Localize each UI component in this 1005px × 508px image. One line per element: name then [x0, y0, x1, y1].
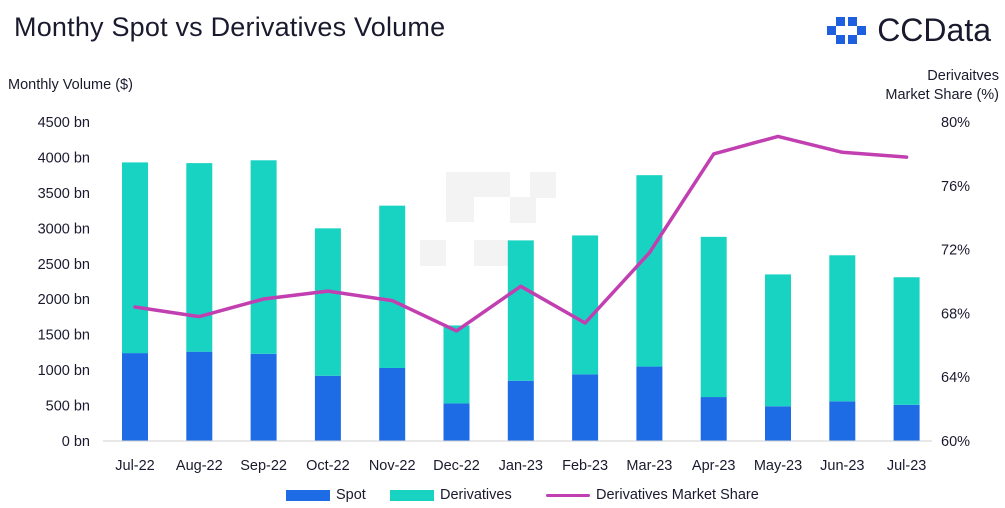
x-tick-label: Jul-22	[115, 458, 155, 474]
bar-derivatives-Mar-23	[636, 175, 663, 367]
left-tick-label: 4000 bn	[38, 150, 90, 166]
bar-derivatives-Dec-22	[443, 325, 470, 404]
chart-title: Monthy Spot vs Derivatives Volume	[14, 12, 446, 42]
left-tick-label: 1000 bn	[38, 363, 90, 379]
right-tick-label: 76%	[941, 179, 970, 195]
bar-spot-Oct-22	[314, 375, 341, 441]
bar-derivatives-Feb-23	[572, 235, 599, 375]
x-tick-label: Jun-23	[820, 458, 864, 474]
bar-derivatives-Jan-23	[507, 240, 534, 381]
share-line	[133, 134, 909, 333]
bar-derivatives-Oct-22	[314, 228, 341, 376]
left-axis-ticks: 0 bn 500 bn 1000 bn 1500 bn 2000 bn 2500 bn 30…	[38, 115, 90, 450]
legend-item-derivatives: Derivatives	[390, 487, 512, 503]
bars-layer	[122, 160, 920, 441]
right-tick-label: 68%	[941, 306, 970, 322]
right-tick-label: 64%	[941, 370, 970, 386]
bar-spot-May-23	[765, 406, 791, 441]
bar-spot-Apr-23	[700, 397, 727, 441]
bar-spot-Feb-23	[572, 374, 599, 441]
legend-label-derivatives: Derivatives	[440, 487, 512, 503]
left-tick-label: 500 bn	[46, 399, 90, 415]
bar-spot-Jul-22	[122, 353, 148, 441]
bar-spot-Sep-22	[250, 353, 277, 441]
legend-swatch-spot	[286, 489, 330, 501]
right-axis-label-line2: Market Share (%)	[885, 87, 999, 103]
x-tick-label: May-23	[754, 458, 802, 474]
left-axis-label: Monthly Volume ($)	[8, 77, 133, 93]
legend-swatch-share	[546, 493, 590, 497]
x-axis-ticks: Jul-22 Aug-22 Sep-22 Oct-22 Nov-22 Dec-22 Jan-…	[115, 458, 926, 474]
left-tick-label: 2500 bn	[38, 257, 90, 273]
x-tick-label: Oct-22	[306, 458, 350, 474]
bar-spot-Dec-22	[443, 403, 470, 441]
legend-item-share: Derivatives Market Share	[546, 487, 759, 503]
legend-label-spot: Spot	[336, 487, 366, 503]
right-tick-label: 60%	[941, 434, 970, 450]
bar-derivatives-May-23	[765, 274, 791, 407]
x-tick-label: Jan-23	[499, 458, 543, 474]
bar-derivatives-Jun-23	[829, 255, 856, 402]
legend: Spot Derivatives Derivatives Market Shar…	[0, 487, 1005, 505]
x-tick-label: Jul-23	[887, 458, 927, 474]
bar-derivatives-Aug-22	[186, 163, 213, 352]
bar-spot-Jan-23	[507, 380, 534, 441]
legend-label-share: Derivatives Market Share	[596, 487, 759, 503]
x-tick-label: Aug-22	[176, 458, 223, 474]
share-line-layer	[133, 134, 909, 333]
left-tick-label: 3000 bn	[38, 221, 90, 237]
left-tick-label: 4500 bn	[38, 115, 90, 131]
x-tick-label: Feb-23	[562, 458, 608, 474]
bar-spot-Nov-22	[379, 367, 406, 441]
x-tick-label: Mar-23	[626, 458, 672, 474]
bar-derivatives-Sep-22	[250, 160, 277, 354]
left-tick-label: 0 bn	[62, 434, 90, 450]
x-tick-label: Dec-22	[433, 458, 480, 474]
left-tick-label: 3500 bn	[38, 186, 90, 202]
bar-spot-Jun-23	[829, 401, 856, 441]
x-tick-label: Apr-23	[692, 458, 736, 474]
legend-swatch-derivatives	[390, 489, 434, 501]
bar-derivatives-Nov-22	[379, 205, 406, 368]
left-tick-label: 2000 bn	[38, 292, 90, 308]
bar-spot-Mar-23	[636, 366, 663, 441]
x-tick-label: Nov-22	[369, 458, 416, 474]
bar-spot-Jul-23	[893, 404, 920, 441]
right-tick-label: 72%	[941, 243, 970, 259]
x-tick-label: Sep-22	[240, 458, 287, 474]
legend-item-spot: Spot	[286, 487, 366, 503]
brand-logo: CCData	[823, 10, 991, 50]
left-tick-label: 1500 bn	[38, 328, 90, 344]
bar-derivatives-Apr-23	[700, 236, 727, 398]
watermark	[420, 172, 556, 266]
bar-spot-Aug-22	[186, 351, 213, 441]
right-axis-label: Derivaitves Market Share (%)	[849, 67, 999, 105]
bar-derivatives-Jul-22	[122, 162, 148, 354]
ccdata-logo-icon	[827, 17, 867, 44]
bar-derivatives-Jul-23	[893, 277, 920, 405]
right-axis-ticks: 60% 64% 68% 72% 76% 80%	[941, 115, 970, 450]
right-tick-label: 80%	[941, 115, 970, 131]
right-axis-label-line1: Derivaitves	[927, 68, 999, 84]
logo-text: CCData	[877, 11, 991, 48]
